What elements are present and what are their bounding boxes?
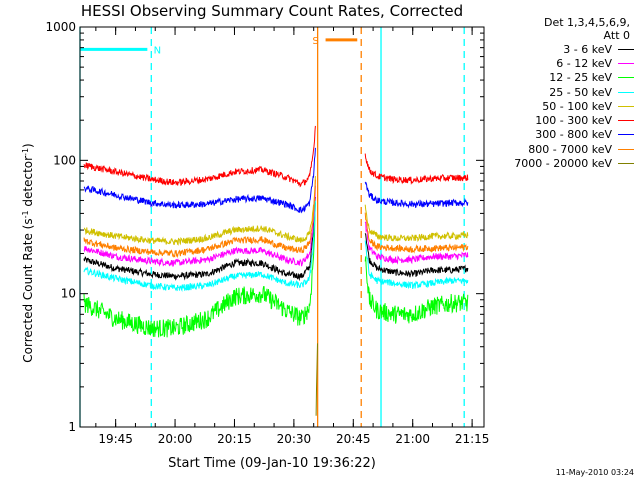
series-line-5-seg-0 [83,125,316,188]
legend-item: 7000 - 20000 keV [486,156,634,170]
flag-label-N: N [154,45,161,56]
series-line-6-seg-0 [83,147,316,214]
legend-swatch [618,163,634,165]
legend-item: 25 - 50 keV [486,85,634,99]
legend-item: 3 - 6 keV [486,42,634,56]
legend-header-line-1: Det 1,3,4,5,6,9, [543,16,630,29]
legend-swatch [618,62,634,64]
series-line-2-seg-1 [364,256,469,324]
x-tick-label-1: 20:00 [158,432,193,446]
series-line-2-seg-0 [83,202,316,338]
legend-rows: 3 - 6 keV 6 - 12 keV 12 - 25 keV 25 - 50 ke… [486,42,634,171]
series-line-7-seg-0 [83,179,316,259]
legend-item: 50 - 100 keV [486,99,634,113]
series-line-3-seg-0 [83,200,316,293]
chart-title: HESSI Observing Summary Count Rates, Cor… [81,2,463,20]
footer-date: 11-May-2010 03:24 [555,468,634,477]
legend-item: 100 - 300 keV [486,113,634,127]
x-axis-label: Start Time (09-Jan-10 19:36:22) [168,456,376,471]
legend-item: 800 - 7000 keV [486,142,634,156]
series-line-7-seg-1 [364,212,469,254]
legend-label: 3 - 6 keV [563,42,612,56]
y-tick-label-0: 1 [68,420,76,434]
legend-header-line-2: Att 0 [603,29,630,42]
legend-swatch [618,77,634,79]
flags-layer: NS [79,27,465,427]
series-line-1-seg-0 [83,185,316,267]
x-tick-label-4: 20:45 [336,432,371,446]
legend-label: 50 - 100 keV [542,99,612,113]
legend-label: 7000 - 20000 keV [514,157,612,171]
series-line-4-seg-1 [364,204,469,243]
series-line-0-seg-0 [83,196,316,282]
y-tick-label-3: 1000 [45,20,76,34]
legend-label: 25 - 50 keV [549,85,612,99]
series-line-1-seg-1 [364,221,469,265]
plot-frame [79,26,485,428]
legend-label: 6 - 12 keV [556,56,612,70]
legend-swatch [618,134,634,136]
chart-legend: Det 1,3,4,5,6,9, Att 0 3 - 6 keV 6 - 12 k… [486,16,634,171]
x-tick-label-2: 20:15 [217,432,252,446]
axes-layer: 19:45 20:00 20:15 20:30 20:45 21:00 21:15 1 10 10… [45,20,489,446]
series-line-6-seg-1 [364,181,469,209]
series-line-5-seg-1 [364,153,469,185]
legend-swatch [618,120,634,122]
legend-swatch [618,105,634,107]
legend-swatch [618,48,634,50]
y-tick-label-2: 100 [53,153,76,167]
series-layer [83,125,469,416]
series-line-4-seg-0 [83,176,316,246]
legend-label: 800 - 7000 keV [528,142,612,156]
legend-label: 100 - 300 keV [535,114,612,128]
y-tick-label-1: 10 [61,287,76,301]
legend-swatch [618,148,634,150]
legend-item: 300 - 800 keV [486,128,634,142]
flag-label-S: S [312,36,318,47]
x-tick-label-6: 21:15 [455,432,490,446]
series-line-0-seg-1 [364,233,469,278]
x-tick-label-5: 21:00 [395,432,430,446]
series-line-8-seg-0 [315,343,318,416]
legend-item: 12 - 25 keV [486,71,634,85]
x-tick-label-3: 20:30 [277,432,312,446]
legend-label: 12 - 25 keV [549,71,612,85]
y-axis-label: Corrected Count Rate (s-1 detector-1) [21,143,36,362]
legend-item: 6 - 12 keV [486,56,634,70]
legend-swatch [618,91,634,93]
x-tick-label-0: 19:45 [98,432,133,446]
legend-label: 300 - 800 keV [535,128,612,142]
series-line-3-seg-1 [364,240,469,290]
